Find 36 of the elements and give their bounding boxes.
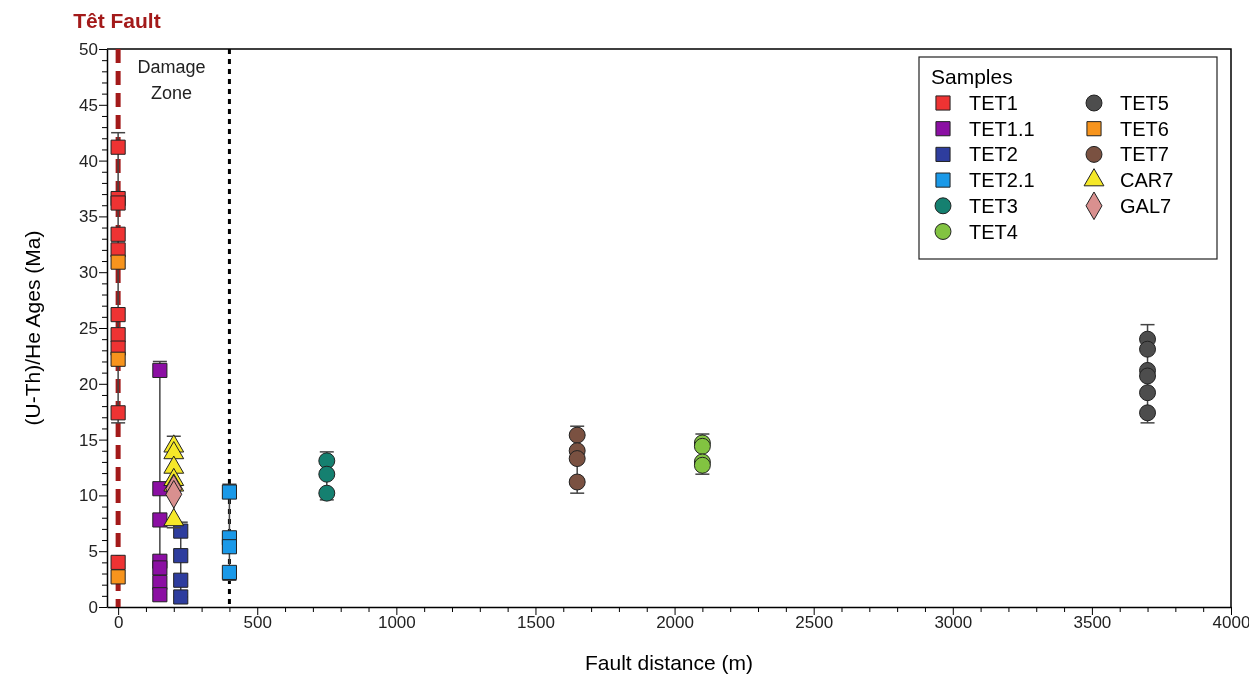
x-tick-label: 2000 [656, 613, 694, 633]
x-tick-label: 1500 [517, 613, 555, 633]
legend-label: TET1 [969, 92, 1018, 114]
y-axis-title: (U-Th)/He Ages (Ma) [21, 230, 44, 426]
x-tick-label: 2500 [795, 613, 834, 633]
legend-label: TET2 [969, 143, 1018, 166]
y-tick-label: 5 [88, 542, 98, 562]
y-tick-label: 30 [79, 263, 98, 283]
ref-line-label: Damage Zone [137, 57, 206, 103]
y-tick-label: 15 [79, 430, 98, 450]
x-tick-label: 1000 [377, 613, 416, 633]
legend-label: TET3 [969, 194, 1018, 217]
legend-title: Samples [931, 65, 1013, 88]
x-axis-title: Fault distance (m) [584, 651, 754, 674]
legend-label: TET7 [1120, 143, 1169, 166]
ref-line-label: Têt Fault [73, 9, 161, 32]
x-tick-label: 500 [243, 613, 272, 633]
legend-label: TET4 [969, 220, 1018, 243]
legend-label: TET6 [1120, 117, 1169, 140]
x-tick-label: 0 [113, 613, 124, 633]
y-tick-label: 35 [79, 207, 98, 227]
y-tick-label: 20 [79, 374, 98, 394]
y-tick-label: 0 [88, 597, 98, 617]
y-tick-label: 40 [79, 151, 98, 171]
legend-label: TET2.1 [969, 169, 1035, 192]
y-tick-label: 50 [79, 39, 98, 59]
x-tick-label: 4000 [1212, 613, 1249, 633]
legend-label: GAL7 [1120, 194, 1172, 217]
legend-label: TET5 [1120, 92, 1169, 114]
legend-label: TET1.1 [969, 117, 1035, 140]
y-tick-label: 45 [79, 95, 98, 115]
legend-label: CAR7 [1120, 169, 1174, 192]
y-tick-label: 10 [79, 486, 98, 506]
y-tick-label: 25 [79, 318, 98, 338]
x-tick-label: 3500 [1073, 613, 1112, 633]
x-tick-label: 3000 [934, 613, 973, 633]
